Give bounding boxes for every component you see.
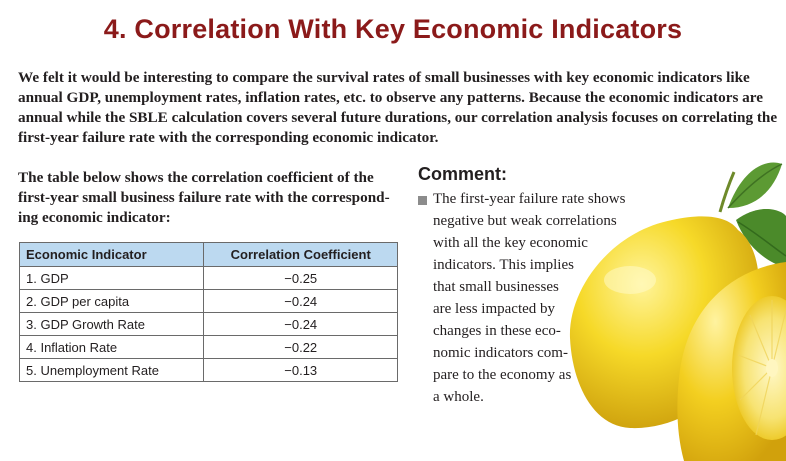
indicator-cell: 3. GDP Growth Rate	[18, 312, 205, 336]
table-row: 2. GDP per capita −0.24	[18, 289, 398, 313]
correlation-table: Economic Indicator Correlation Coefficie…	[18, 242, 398, 382]
lemons-image	[569, 162, 786, 461]
indicator-cell: 5. Unemployment Rate	[18, 358, 205, 382]
indicator-cell: 2. GDP per capita	[18, 289, 205, 313]
comment-line: nomic indicators com-	[433, 345, 568, 361]
coefficient-cell: −0.13	[203, 358, 398, 382]
column-header-indicator: Economic Indicator	[18, 242, 205, 267]
comment-line: negative but weak correlations	[433, 213, 617, 229]
table-row: 5. Unemployment Rate −0.13	[18, 358, 398, 382]
comment-line: that small businesses	[433, 279, 559, 295]
coefficient-cell: −0.22	[203, 335, 398, 359]
table-row: 4. Inflation Rate −0.22	[18, 335, 398, 359]
coefficient-cell: −0.24	[203, 312, 398, 336]
page-title: 4. Correlation With Key Economic Indicat…	[103, 14, 683, 44]
comment-heading: Comment:	[418, 164, 507, 184]
comment-line: pare to the economy as	[433, 367, 572, 383]
comment-line: with all the key economic	[433, 235, 588, 251]
coefficient-cell: −0.25	[203, 266, 398, 290]
leaf-icon	[728, 162, 782, 208]
comment-text: The first-year failure rate shows negati…	[433, 188, 648, 408]
comment-line: indicators. This implies	[433, 257, 574, 273]
comment-line: changes in these eco-	[433, 323, 561, 339]
comment-line: The first-year failure rate shows	[433, 191, 626, 207]
indicator-cell: 4. Inflation Rate	[18, 335, 205, 359]
coefficient-cell: −0.24	[203, 289, 398, 313]
table-intro-paragraph: The table below shows the correlation co…	[18, 169, 390, 226]
comment-line: a whole.	[433, 389, 484, 405]
square-bullet-icon	[418, 196, 427, 205]
table-row: 1. GDP −0.25	[18, 266, 398, 290]
intro-paragraph: We felt it would be interesting to compa…	[18, 69, 778, 146]
comment-line: are less impacted by	[433, 301, 556, 317]
table-header-row: Economic Indicator Correlation Coefficie…	[18, 242, 398, 267]
column-header-coefficient: Correlation Coefficient	[203, 242, 398, 267]
indicator-cell: 1. GDP	[18, 266, 205, 290]
table-row: 3. GDP Growth Rate −0.24	[18, 312, 398, 336]
